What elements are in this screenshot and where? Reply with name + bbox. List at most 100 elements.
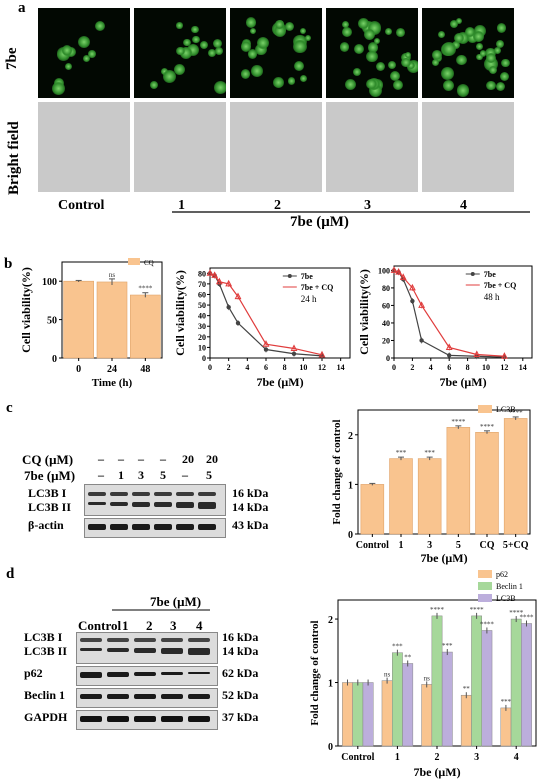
band-beclin: [188, 694, 210, 699]
microscopy-grid: [38, 8, 528, 198]
cell-spot: [432, 59, 440, 67]
panel-c-be-label: 7be (μM): [24, 468, 76, 483]
line48-series-s2: [393, 269, 505, 357]
bar-beclin-1: [510, 618, 522, 747]
cell-spot: [500, 72, 510, 82]
panel-a-control: Control: [58, 198, 105, 213]
bar-p62: [381, 680, 393, 747]
band-lc3-ii: [132, 502, 150, 507]
x-tick-label: 12: [318, 363, 326, 372]
time-note: 48 h: [484, 292, 500, 302]
cq-value: –: [160, 452, 166, 466]
data-point: [234, 292, 242, 300]
y-tick-label: 0: [328, 742, 333, 753]
panel-a-dose-2: 2: [274, 198, 281, 213]
y-axis-label: Cell viability(%): [173, 270, 187, 356]
x-axis-label: 7be (μM): [439, 375, 486, 389]
data-point: [418, 301, 426, 308]
x-tick-label: 0: [208, 363, 212, 372]
legend-label: 7be + CQ: [484, 281, 517, 290]
blot-strip: [76, 666, 218, 686]
x-tick-label: 2: [227, 363, 231, 372]
bar-beclin-1: [352, 682, 364, 747]
y-axis-label: Cell viability(%): [19, 267, 33, 353]
band-p62: [188, 672, 210, 674]
cell-spot: [304, 34, 311, 41]
cell-spot: [284, 22, 295, 32]
y-tick-label: 40: [198, 312, 206, 321]
band-actin: [110, 524, 128, 530]
cell-spot: [176, 22, 183, 29]
band-lc3-i: [110, 492, 128, 496]
cell-spot: [51, 81, 66, 96]
band-label: GAPDH: [24, 710, 68, 724]
cell-spot: [387, 60, 396, 69]
data-point: [500, 352, 508, 359]
y-tick-label: 0: [386, 354, 390, 363]
cell-spot: [456, 84, 470, 97]
x-tick-label: 10: [482, 363, 490, 372]
bar-p62: [460, 694, 472, 747]
kda-label: 14 kDa: [222, 644, 259, 658]
cell-spot: [352, 67, 362, 77]
cell-spot: [299, 27, 307, 35]
kda-label: 14 kDa: [232, 500, 269, 514]
legend-swatch: [478, 582, 492, 590]
cell-spot: [495, 40, 504, 49]
x-tick-label: Control: [356, 540, 389, 551]
fluor-tile: [230, 8, 322, 98]
significance-label: ****: [470, 606, 485, 614]
cell-spot: [455, 17, 463, 25]
panel-a-dose-4: 4: [460, 198, 467, 213]
significance-label: ****: [509, 409, 524, 417]
cell-spot: [474, 25, 486, 37]
cell-spot: [199, 40, 209, 50]
cell-spot: [501, 58, 510, 68]
y-tick-label: 0: [52, 354, 57, 365]
panel-a-letter: a: [18, 0, 26, 16]
cell-spot: [245, 17, 257, 28]
y-tick-label: 40: [382, 319, 390, 328]
line24-series-s2: [209, 272, 323, 356]
plot-frame: [357, 409, 531, 535]
time-note: 24 h: [301, 294, 317, 304]
y-tick-label: 10: [198, 343, 206, 352]
legend-label: LC3B: [496, 594, 516, 603]
cell-spot: [293, 60, 305, 72]
y-tick-label: 100: [378, 266, 390, 275]
be-value: –: [182, 468, 188, 482]
x-tick-label: 10: [299, 363, 307, 372]
panel-a-dose-1: 1: [178, 198, 185, 213]
y-tick-label: 20: [198, 333, 206, 342]
kda-label: 43 kDa: [232, 518, 269, 532]
x-tick-label: 1: [395, 752, 400, 763]
significance-label: **: [463, 685, 471, 693]
cell-spot: [240, 41, 252, 52]
data-point: [290, 344, 298, 351]
bar-p62: [421, 684, 433, 747]
bar-beclin-1: [431, 615, 443, 747]
bar: [63, 280, 94, 359]
cell-spot: [192, 35, 200, 44]
x-tick-label: 24: [107, 364, 117, 375]
cq-value: –: [118, 452, 124, 466]
panel-d-dose-2: 2: [146, 618, 153, 633]
significance-label: ***: [442, 642, 453, 650]
x-tick-label: 4: [429, 363, 433, 372]
x-tick-label: 4: [514, 752, 519, 763]
legend-label: 7be + CQ: [301, 283, 334, 292]
y-tick-label: 100: [42, 277, 57, 288]
significance-label: ***: [501, 698, 512, 706]
x-tick-label: 5: [456, 540, 461, 551]
cq-value: 20: [206, 452, 218, 466]
x-tick-label: 3: [427, 540, 432, 551]
y-axis-label: Fold change of control: [331, 419, 343, 524]
significance-label: ****: [519, 613, 534, 621]
x-tick-label: 2: [410, 363, 414, 372]
cell-spot: [373, 38, 381, 45]
band-actin: [176, 524, 194, 530]
cell-spot: [240, 68, 251, 79]
x-tick-label: 12: [500, 363, 508, 372]
data-point: [410, 298, 415, 304]
data-point: [291, 351, 297, 356]
